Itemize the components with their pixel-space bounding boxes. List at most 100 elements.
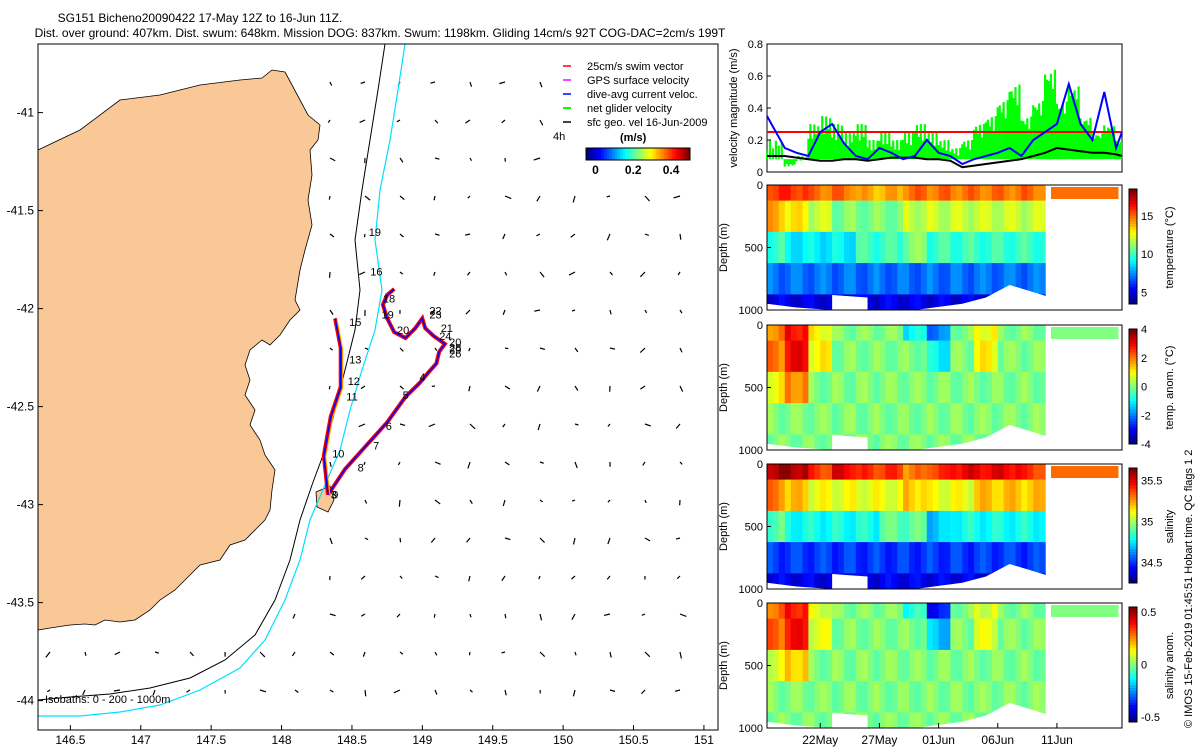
- map-y-tick-label: -43.5: [7, 596, 35, 610]
- section-colorbar-swatch: [1129, 383, 1137, 387]
- section-cell: [914, 712, 922, 728]
- section-cell: [920, 542, 928, 574]
- section-cell: [932, 681, 940, 713]
- section-cell: [849, 371, 857, 404]
- section-cell: [962, 573, 969, 589]
- current-arrow: [327, 119, 331, 123]
- section-cell: [1009, 649, 1017, 682]
- current-arrow: [434, 575, 439, 579]
- current-arrow: [501, 651, 506, 654]
- section-cell: [867, 618, 875, 651]
- current-arrow: [358, 271, 366, 276]
- section-colorbar-swatch: [1129, 334, 1137, 339]
- section-cell: [873, 573, 880, 589]
- section-colorbar-swatch: [1129, 716, 1137, 720]
- section-colorbar-swatch: [1129, 479, 1137, 483]
- section-cell: [997, 681, 1005, 713]
- current-arrow: [329, 157, 336, 162]
- current-arrow: [393, 689, 401, 694]
- section-colorbar-swatch: [1129, 197, 1137, 201]
- figure-title: SG151 Bicheno20090422 17-May 12Z to 16-J…: [58, 11, 343, 25]
- isobath-label: Isobaths: 0 - 200 - 1000m: [45, 694, 170, 706]
- section-cell: [956, 712, 963, 728]
- section-cell: [1039, 510, 1046, 543]
- section-cell: [897, 573, 904, 589]
- section-cell: [926, 510, 934, 543]
- section-colorbar-swatch: [1129, 217, 1137, 222]
- section-cell: [962, 464, 969, 481]
- current-arrow: [469, 689, 473, 693]
- section-cell: [843, 618, 851, 651]
- section-cell: [849, 403, 857, 435]
- section-cell: [820, 263, 827, 295]
- section-cell: [784, 712, 792, 728]
- current-arrow: [574, 385, 579, 391]
- section-cell: [962, 510, 969, 543]
- track-label: 19: [382, 309, 394, 321]
- section-cell: [790, 542, 798, 574]
- section-cell: [997, 573, 1005, 589]
- current-arrow: [434, 651, 438, 656]
- map-legend: 25cm/s swim vector GPS surface velocity …: [553, 61, 707, 144]
- section-cell: [968, 649, 975, 682]
- section-colorbar-swatch: [1129, 292, 1137, 296]
- section-cell: [1003, 403, 1011, 435]
- current-arrow: [568, 271, 576, 276]
- section-cell: [1009, 231, 1017, 264]
- section-cell: [784, 185, 792, 202]
- section-cell: [772, 479, 780, 512]
- section-cell: [778, 185, 786, 202]
- section-colorbar-swatch: [1129, 409, 1137, 413]
- section-colorbar-swatch: [1129, 638, 1137, 642]
- section-cell: [997, 294, 1005, 310]
- section-cell: [802, 434, 809, 450]
- section-cell: [962, 185, 969, 202]
- section-colorbar-tick: -2: [1141, 410, 1151, 422]
- map-y-tick-label: -42: [17, 302, 35, 316]
- velocity-y-tick-label: 0.6: [748, 71, 763, 83]
- section-cell: [879, 510, 886, 543]
- section-cell: [914, 464, 922, 481]
- section-cell: [950, 649, 957, 682]
- section-cell: [849, 294, 857, 310]
- section-cell: [1039, 479, 1046, 512]
- section-cell: [985, 231, 993, 264]
- section-cell: [772, 603, 780, 620]
- section-cell: [891, 340, 898, 373]
- section-cell: [879, 263, 886, 295]
- colorbar-swatch: [619, 148, 623, 160]
- section-cell: [950, 263, 957, 295]
- section-colorbar-swatch: [1129, 560, 1137, 564]
- current-arrow: [364, 347, 369, 350]
- surface-velocity-line: [767, 146, 1123, 169]
- section-cell: [920, 403, 928, 435]
- section-cell: [932, 510, 940, 543]
- section-cell: [849, 231, 857, 264]
- section-cell: [1015, 681, 1022, 713]
- current-arrow: [539, 461, 544, 464]
- current-arrow: [329, 233, 335, 238]
- section-cell: [944, 479, 951, 512]
- section-cell: [956, 434, 963, 450]
- section-cell: [820, 403, 827, 435]
- section-cell: [832, 200, 839, 233]
- section-cell: [944, 434, 951, 450]
- section-colorbar-swatch: [1129, 476, 1137, 480]
- current-arrow: [114, 651, 121, 656]
- current-arrow: [607, 537, 611, 545]
- section-colorbar-label: salinity anom.: [1164, 632, 1176, 699]
- section-cell: [855, 294, 863, 310]
- section-cell: [968, 231, 975, 264]
- section-colorbar-swatch: [1129, 386, 1137, 390]
- section-cell: [885, 185, 892, 202]
- section-cell: [796, 434, 804, 450]
- current-arrow: [571, 309, 576, 312]
- section-colorbar-swatch: [1129, 354, 1137, 359]
- section-cell: [885, 403, 892, 435]
- section-cell: [1033, 464, 1040, 481]
- section-cell: [843, 464, 851, 481]
- section-cell: [873, 603, 880, 620]
- section-cell: [944, 510, 951, 543]
- colorbar-tick-label: 0.4: [663, 163, 680, 177]
- section-cell: [991, 294, 999, 310]
